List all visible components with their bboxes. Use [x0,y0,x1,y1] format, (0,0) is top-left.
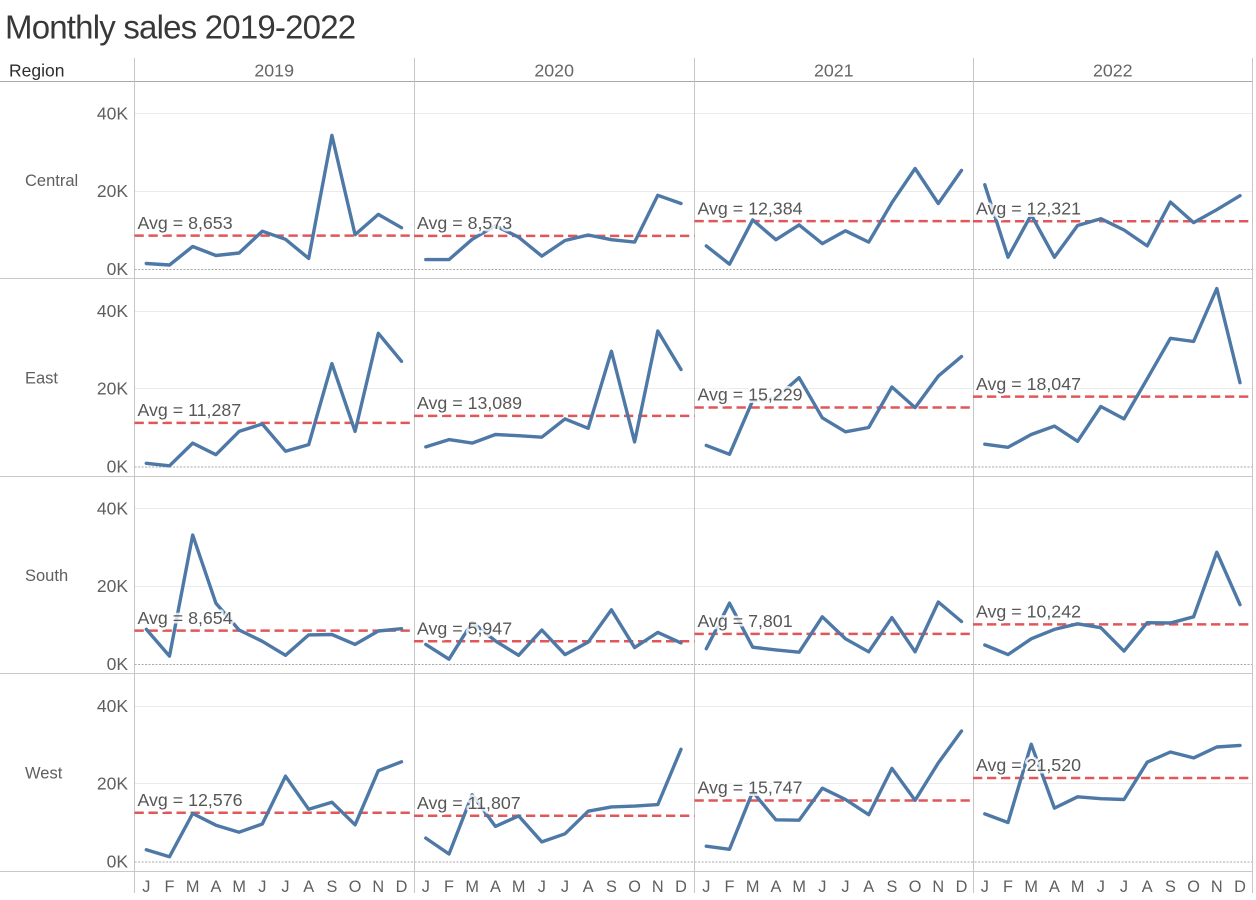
svg-text:M: M [1024,878,1038,896]
svg-text:Central: Central [25,172,78,190]
svg-text:M: M [186,878,200,896]
svg-text:J: J [1097,878,1105,896]
svg-text:Avg = 21,520: Avg = 21,520 [976,755,1081,775]
svg-text:0K: 0K [107,259,129,279]
svg-text:Avg = 11,287: Avg = 11,287 [138,400,242,420]
svg-text:D: D [675,878,687,896]
svg-text:J: J [702,878,710,896]
svg-text:Avg = 8,654: Avg = 8,654 [138,608,233,628]
svg-text:Avg = 12,321: Avg = 12,321 [976,199,1081,219]
svg-text:A: A [303,878,314,896]
svg-text:M: M [792,878,806,896]
svg-text:J: J [561,878,569,896]
svg-text:Avg = 10,242: Avg = 10,242 [976,602,1081,622]
svg-text:F: F [725,878,735,896]
svg-text:O: O [1187,878,1200,896]
svg-text:M: M [746,878,760,896]
svg-text:O: O [349,878,362,896]
svg-text:S: S [606,878,617,896]
svg-text:Avg = 13,089: Avg = 13,089 [417,393,522,413]
svg-text:J: J [981,878,989,896]
svg-text:J: J [538,878,546,896]
svg-text:A: A [863,878,874,896]
svg-text:40K: 40K [97,498,128,518]
svg-text:2022: 2022 [1093,61,1133,81]
svg-text:M: M [1071,878,1085,896]
svg-text:O: O [909,878,922,896]
svg-text:M: M [232,878,246,896]
svg-text:40K: 40K [97,696,128,716]
svg-text:2019: 2019 [254,61,294,81]
svg-text:D: D [396,878,408,896]
svg-text:Avg = 8,653: Avg = 8,653 [138,213,233,233]
svg-text:20K: 20K [97,774,128,794]
svg-text:Avg = 15,229: Avg = 15,229 [698,385,803,405]
svg-text:A: A [490,878,501,896]
svg-text:J: J [258,878,266,896]
svg-text:N: N [1211,878,1223,896]
svg-text:Avg = 12,384: Avg = 12,384 [698,198,803,218]
svg-text:A: A [1049,878,1060,896]
svg-text:20K: 20K [97,181,128,201]
svg-text:D: D [956,878,968,896]
svg-text:Monthly sales 2019-2022: Monthly sales 2019-2022 [5,8,355,45]
svg-text:F: F [444,878,454,896]
svg-text:Avg = 18,047: Avg = 18,047 [976,374,1081,394]
svg-text:A: A [210,878,221,896]
svg-text:J: J [841,878,849,896]
svg-text:20K: 20K [97,576,128,596]
svg-text:S: S [1165,878,1176,896]
svg-text:South: South [25,567,68,585]
svg-text:M: M [465,878,479,896]
svg-text:J: J [818,878,826,896]
svg-text:D: D [1234,878,1246,896]
svg-text:Region: Region [9,61,64,81]
svg-text:40K: 40K [97,103,128,123]
svg-text:2021: 2021 [814,61,854,81]
svg-text:Avg = 11,807: Avg = 11,807 [417,793,521,813]
svg-text:N: N [372,878,384,896]
svg-text:Avg = 12,576: Avg = 12,576 [138,790,243,810]
svg-text:A: A [770,878,781,896]
svg-text:Avg = 8,573: Avg = 8,573 [417,213,512,233]
svg-text:A: A [1142,878,1153,896]
svg-text:J: J [142,878,150,896]
svg-text:0K: 0K [107,852,129,872]
svg-text:Avg = 7,801: Avg = 7,801 [698,611,793,631]
svg-text:M: M [512,878,526,896]
svg-text:2020: 2020 [534,61,574,81]
svg-text:N: N [652,878,664,896]
svg-text:Avg = 15,747: Avg = 15,747 [698,778,803,798]
svg-text:West: West [25,764,63,782]
svg-text:0K: 0K [107,654,129,674]
svg-text:20K: 20K [97,379,128,399]
svg-text:0K: 0K [107,457,129,477]
svg-text:East: East [25,369,58,387]
svg-text:J: J [422,878,430,896]
svg-text:S: S [886,878,897,896]
svg-text:N: N [932,878,944,896]
svg-text:40K: 40K [97,301,128,321]
svg-text:A: A [583,878,594,896]
svg-text:J: J [1120,878,1128,896]
svg-text:O: O [628,878,641,896]
svg-text:Avg = 5,947: Avg = 5,947 [417,618,512,638]
svg-text:S: S [326,878,337,896]
svg-text:F: F [1003,878,1013,896]
svg-text:F: F [165,878,175,896]
svg-text:J: J [281,878,289,896]
